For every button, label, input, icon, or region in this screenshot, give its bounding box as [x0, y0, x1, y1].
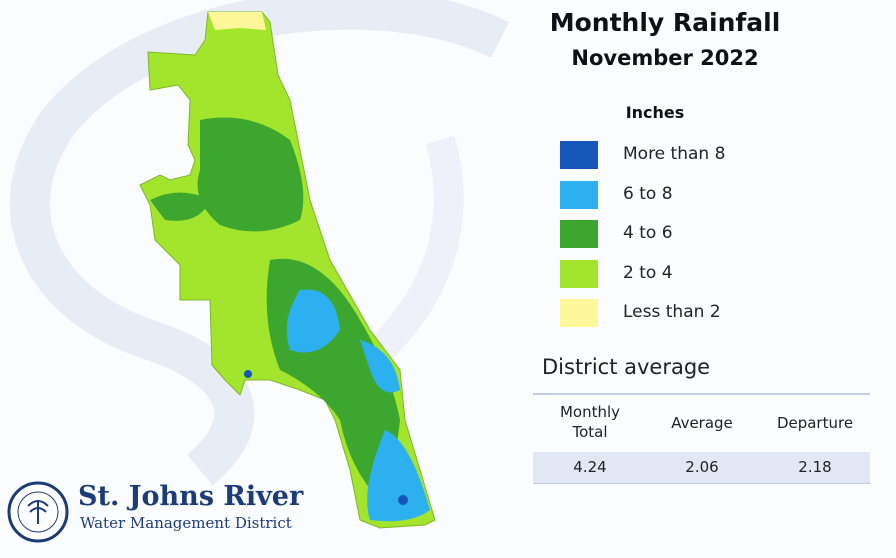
section-heading: District average	[542, 355, 711, 379]
legend-label: Less than 2	[623, 302, 721, 322]
legend-label: 4 to 6	[623, 223, 673, 243]
legend-swatch	[560, 259, 598, 288]
table-header: Monthly Total	[559, 403, 621, 441]
table-cell: 2.18	[798, 458, 832, 476]
table-cell: 2.06	[685, 458, 719, 476]
region	[360, 340, 400, 393]
table-rule	[533, 393, 870, 395]
legend-label: 6 to 8	[623, 183, 673, 204]
table-header: Average	[671, 414, 733, 432]
legend-title: Inches	[625, 103, 685, 122]
region	[150, 192, 210, 221]
logo-seal	[17, 491, 59, 533]
region	[286, 289, 340, 353]
region	[398, 495, 408, 505]
title: Monthly Rainfall	[549, 8, 781, 37]
region	[197, 117, 304, 232]
swirl	[10, 0, 509, 486]
logo-tree	[27, 500, 49, 524]
legend-swatch	[560, 180, 598, 209]
logo-subtitle: Water Management District	[80, 514, 292, 532]
legend-label: More than 8	[623, 144, 726, 164]
region	[244, 370, 252, 378]
subtitle: November 2022	[571, 46, 759, 70]
region	[208, 12, 266, 30]
legend-swatch	[560, 220, 598, 248]
region	[367, 430, 430, 522]
logo-name: St. Johns River	[78, 481, 304, 512]
table-row	[533, 452, 870, 484]
table-cell: 4.24	[573, 458, 607, 476]
legend-swatch	[560, 299, 598, 327]
legend-label: 2 to 4	[623, 262, 673, 283]
legend-swatch	[560, 141, 598, 169]
table-header: Departure	[776, 414, 854, 432]
